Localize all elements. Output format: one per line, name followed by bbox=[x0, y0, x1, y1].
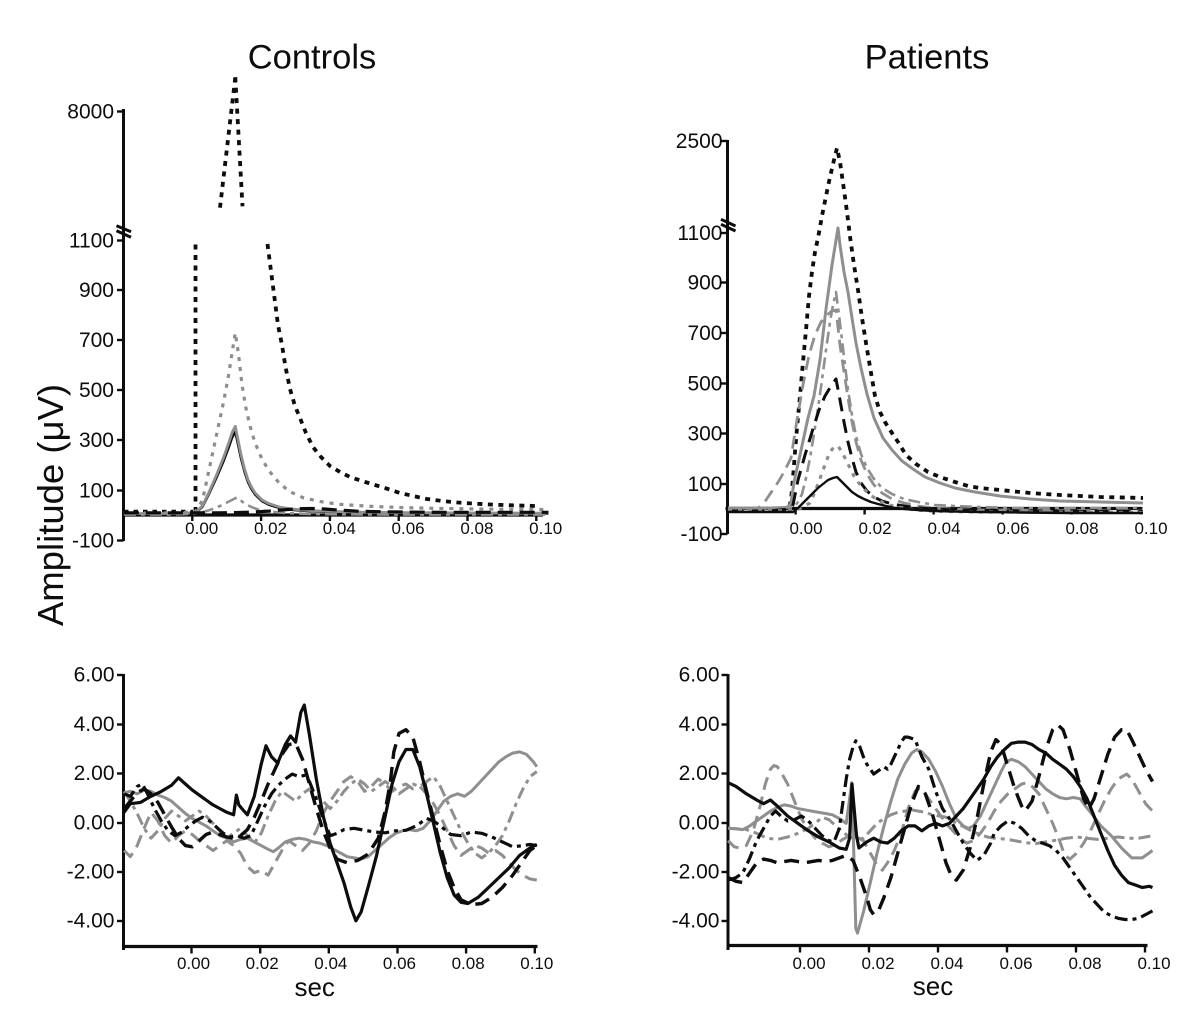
svg-text:0.02: 0.02 bbox=[254, 519, 287, 538]
svg-text:sec: sec bbox=[294, 972, 334, 1002]
svg-text:-4.00: -4.00 bbox=[67, 910, 115, 933]
svg-text:300: 300 bbox=[79, 429, 114, 452]
svg-text:6.00: 6.00 bbox=[679, 664, 720, 687]
svg-text:0.00: 0.00 bbox=[679, 812, 720, 835]
svg-text:0.04: 0.04 bbox=[927, 519, 960, 538]
svg-text:Amplitude (μV): Amplitude (μV) bbox=[30, 384, 71, 626]
svg-text:6.00: 6.00 bbox=[74, 664, 115, 687]
svg-text:0.00: 0.00 bbox=[177, 954, 210, 973]
svg-text:sec: sec bbox=[913, 971, 953, 1001]
svg-text:Controls: Controls bbox=[248, 39, 376, 77]
svg-text:Patients: Patients bbox=[865, 39, 990, 77]
svg-text:0.00: 0.00 bbox=[792, 954, 825, 973]
svg-text:500: 500 bbox=[79, 379, 114, 402]
svg-text:100: 100 bbox=[687, 473, 722, 496]
svg-text:0.06: 0.06 bbox=[999, 954, 1032, 973]
svg-text:0.10: 0.10 bbox=[520, 954, 553, 973]
svg-text:0.08: 0.08 bbox=[452, 954, 485, 973]
svg-text:-2.00: -2.00 bbox=[67, 861, 115, 884]
svg-text:-2.00: -2.00 bbox=[672, 861, 720, 884]
svg-text:0.08: 0.08 bbox=[460, 519, 493, 538]
svg-text:0.04: 0.04 bbox=[930, 954, 963, 973]
svg-text:-4.00: -4.00 bbox=[672, 910, 720, 933]
svg-text:0.08: 0.08 bbox=[1068, 954, 1101, 973]
svg-text:900: 900 bbox=[687, 272, 722, 295]
svg-text:4.00: 4.00 bbox=[679, 713, 720, 736]
svg-text:-100: -100 bbox=[680, 523, 722, 546]
svg-text:-100: -100 bbox=[72, 530, 114, 553]
svg-text:0.00: 0.00 bbox=[185, 519, 218, 538]
svg-text:0.10: 0.10 bbox=[1137, 954, 1170, 973]
svg-text:500: 500 bbox=[687, 373, 722, 396]
svg-text:4.00: 4.00 bbox=[74, 713, 115, 736]
svg-text:1100: 1100 bbox=[69, 230, 114, 253]
svg-text:100: 100 bbox=[79, 480, 114, 503]
svg-text:0.02: 0.02 bbox=[861, 954, 894, 973]
svg-text:700: 700 bbox=[687, 322, 722, 345]
svg-text:0.06: 0.06 bbox=[996, 519, 1029, 538]
svg-text:0.08: 0.08 bbox=[1065, 519, 1098, 538]
svg-text:0.00: 0.00 bbox=[789, 519, 822, 538]
svg-text:700: 700 bbox=[79, 329, 114, 352]
svg-text:0.10: 0.10 bbox=[529, 519, 562, 538]
svg-text:300: 300 bbox=[687, 423, 722, 446]
svg-text:0.04: 0.04 bbox=[314, 954, 347, 973]
svg-text:0.00: 0.00 bbox=[74, 812, 115, 835]
svg-text:8000: 8000 bbox=[67, 101, 114, 124]
svg-text:900: 900 bbox=[79, 279, 114, 302]
svg-text:2.00: 2.00 bbox=[679, 762, 720, 785]
svg-text:0.02: 0.02 bbox=[246, 954, 279, 973]
svg-text:0.02: 0.02 bbox=[858, 519, 891, 538]
svg-text:2500: 2500 bbox=[676, 130, 723, 153]
svg-text:0.06: 0.06 bbox=[383, 954, 416, 973]
svg-text:2.00: 2.00 bbox=[74, 762, 115, 785]
svg-text:1100: 1100 bbox=[677, 222, 722, 245]
svg-text:0.06: 0.06 bbox=[392, 519, 425, 538]
svg-text:0.04: 0.04 bbox=[323, 519, 356, 538]
svg-text:0.10: 0.10 bbox=[1134, 519, 1167, 538]
